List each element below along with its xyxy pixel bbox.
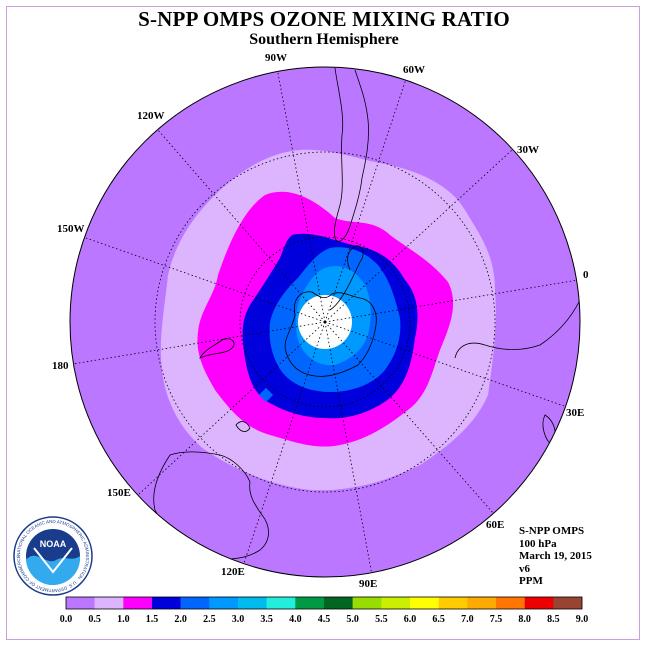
- info-version: v6: [519, 562, 530, 575]
- lon-label-60e: 60E: [486, 519, 504, 531]
- coast-new-zealand: [199, 338, 235, 359]
- meridian-0: [324, 279, 579, 323]
- meridian-90e: [324, 321, 373, 576]
- figure-frame: [6, 6, 640, 640]
- info-instrument: S-NPP OMPS: [519, 525, 585, 537]
- lon-label-150w: 150W: [57, 223, 85, 235]
- product-info: S-NPP OMPS 100 hPa March 19, 2015 v6 PPM: [519, 525, 592, 588]
- meridian-180: [72, 321, 326, 365]
- noaa-logo: NATIONAL OCEANIC AND ATMOSPHERIC ADMINIS…: [13, 516, 93, 596]
- lon-label-120w: 120W: [137, 110, 165, 122]
- lon-label-150e: 150E: [107, 487, 131, 499]
- latitude-circle-30s: [154, 151, 496, 493]
- meridian-90w: [276, 67, 326, 323]
- south-pole-marker: [323, 320, 327, 324]
- info-units: PPM: [519, 575, 543, 587]
- noaa-gull-icon: [33, 547, 73, 574]
- graticule: [72, 67, 579, 576]
- noaa-logo-text: NOAA: [40, 539, 67, 549]
- ozone-patch: [258, 387, 274, 403]
- longitude-labels: 90W 60W 30W 0 30E 60E 90E 120E 150E 180 …: [52, 52, 589, 590]
- coast-south-america: [333, 67, 369, 242]
- map-subtitle: Southern Hemisphere: [249, 31, 399, 48]
- map-title: S-NPP OMPS OZONE MIXING RATIO: [138, 7, 510, 31]
- lon-label-180: 180: [52, 360, 69, 372]
- lon-label-120e: 120E: [221, 566, 245, 578]
- info-level: 100 hPa: [519, 537, 557, 550]
- meridian-60w: [324, 78, 407, 323]
- lon-label-30w: 30W: [517, 144, 539, 156]
- lon-label-60w: 60W: [403, 64, 425, 76]
- lon-label-90e: 90E: [359, 578, 377, 590]
- coast-antarctic-peninsula: [329, 245, 364, 311]
- coast-africa: [454, 299, 580, 359]
- map-boundary: [69, 66, 581, 578]
- map-disk: [70, 67, 580, 577]
- meridian-150e: [137, 321, 326, 496]
- lon-label-90w: 90W: [265, 52, 287, 64]
- meridian-120w: [157, 129, 326, 323]
- lon-label-0: 0: [583, 269, 589, 281]
- meridian-60e: [324, 321, 495, 515]
- info-date: March 19, 2015: [519, 550, 592, 562]
- latitude-circle-60s: [239, 236, 411, 408]
- lon-label-30e: 30E: [566, 407, 584, 419]
- coast-antarctica: [284, 291, 377, 377]
- coast-tasmania: [235, 421, 251, 432]
